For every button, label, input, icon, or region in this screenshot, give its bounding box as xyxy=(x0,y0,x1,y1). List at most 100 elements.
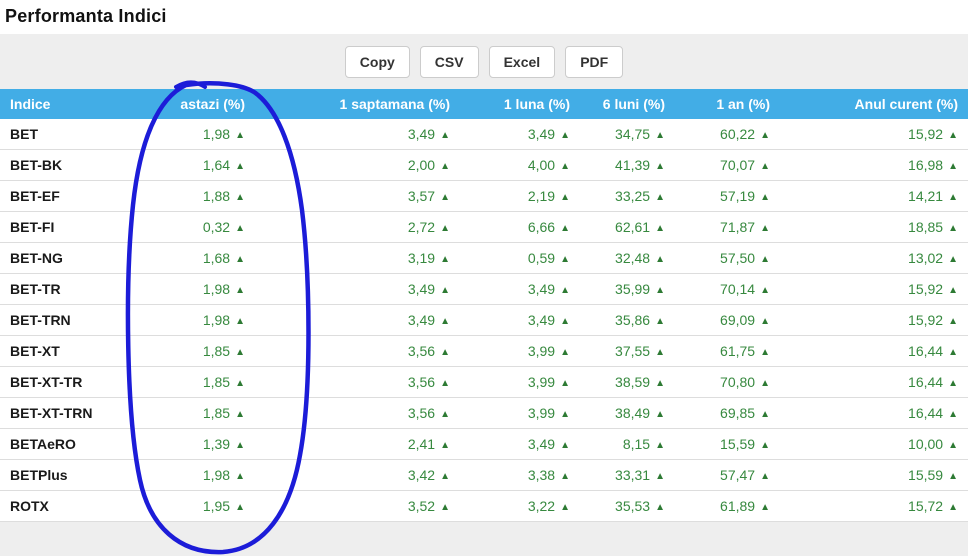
trend-up-icon: ▲ xyxy=(560,347,570,359)
trend-up-icon: ▲ xyxy=(760,223,770,235)
index-name: BET-FI xyxy=(0,211,150,244)
column-header-indice[interactable]: Indice xyxy=(0,89,150,120)
trend-up-icon: ▲ xyxy=(440,161,450,173)
value-6-luni: 33,31 ▲ xyxy=(580,459,675,492)
column-header-1-an[interactable]: 1 an (%) xyxy=(675,89,780,120)
value-6-luni: 62,61 ▲ xyxy=(580,211,675,244)
value-anul-curent: 16,98 ▲ xyxy=(780,149,968,182)
value-anul-curent: 16,44 ▲ xyxy=(780,397,968,430)
index-name: BET-TRN xyxy=(0,304,150,337)
value-1-saptamana: 3,49 ▲ xyxy=(255,304,460,337)
value-1-luna: 3,49 ▲ xyxy=(460,119,580,151)
trend-up-icon: ▲ xyxy=(948,285,958,297)
index-name: BET-BK xyxy=(0,149,150,182)
trend-up-icon: ▲ xyxy=(760,502,770,514)
trend-up-icon: ▲ xyxy=(655,378,665,390)
trend-up-icon: ▲ xyxy=(560,378,570,390)
column-header-anul-curent[interactable]: Anul curent (%) xyxy=(780,89,968,120)
trend-up-icon: ▲ xyxy=(760,130,770,142)
trend-up-icon: ▲ xyxy=(440,285,450,297)
trend-up-icon: ▲ xyxy=(560,192,570,204)
value-astazi: 1,98 ▲ xyxy=(150,119,255,151)
table-row: BET-BK 1,64 ▲ 2,00 ▲ 4,00 ▲ 41,39 ▲ 70,07 ▲ 1… xyxy=(0,149,968,182)
trend-up-icon: ▲ xyxy=(440,254,450,266)
trend-up-icon: ▲ xyxy=(655,254,665,266)
trend-up-icon: ▲ xyxy=(560,502,570,514)
value-anul-curent: 10,00 ▲ xyxy=(780,428,968,461)
trend-up-icon: ▲ xyxy=(440,223,450,235)
value-anul-curent: 15,92 ▲ xyxy=(780,119,968,151)
index-name: BETAeRO xyxy=(0,428,150,461)
value-1-saptamana: 2,72 ▲ xyxy=(255,211,460,244)
trend-up-icon: ▲ xyxy=(948,254,958,266)
value-1-saptamana: 3,57 ▲ xyxy=(255,180,460,213)
value-1-an: 71,87 ▲ xyxy=(675,211,780,244)
value-1-an: 57,50 ▲ xyxy=(675,242,780,275)
trend-up-icon: ▲ xyxy=(760,285,770,297)
trend-up-icon: ▲ xyxy=(235,316,245,328)
index-performance-table: Indice astazi (%) 1 saptamana (%) 1 luna… xyxy=(0,89,968,523)
value-anul-curent: 15,92 ▲ xyxy=(780,304,968,337)
trend-up-icon: ▲ xyxy=(560,130,570,142)
trend-up-icon: ▲ xyxy=(235,223,245,235)
value-astazi: 1,68 ▲ xyxy=(150,242,255,275)
excel-button[interactable]: Excel xyxy=(488,46,556,79)
value-6-luni: 38,49 ▲ xyxy=(580,397,675,430)
trend-up-icon: ▲ xyxy=(235,440,245,452)
column-header-6-luni[interactable]: 6 luni (%) xyxy=(580,89,675,120)
value-6-luni: 37,55 ▲ xyxy=(580,335,675,368)
trend-up-icon: ▲ xyxy=(760,192,770,204)
value-1-an: 61,75 ▲ xyxy=(675,335,780,368)
index-name: BET-XT xyxy=(0,335,150,368)
value-anul-curent: 18,85 ▲ xyxy=(780,211,968,244)
value-1-saptamana: 2,00 ▲ xyxy=(255,149,460,182)
value-1-saptamana: 3,42 ▲ xyxy=(255,459,460,492)
trend-up-icon: ▲ xyxy=(760,409,770,421)
trend-up-icon: ▲ xyxy=(560,471,570,483)
value-6-luni: 38,59 ▲ xyxy=(580,366,675,399)
column-header-astazi[interactable]: astazi (%) xyxy=(150,89,255,120)
value-6-luni: 32,48 ▲ xyxy=(580,242,675,275)
table-row: BETPlus 1,98 ▲ 3,42 ▲ 3,38 ▲ 33,31 ▲ 57,47 ▲ … xyxy=(0,459,968,492)
trend-up-icon: ▲ xyxy=(440,347,450,359)
trend-up-icon: ▲ xyxy=(440,192,450,204)
value-1-saptamana: 3,49 ▲ xyxy=(255,273,460,306)
trend-up-icon: ▲ xyxy=(560,223,570,235)
index-name: BET-XT-TRN xyxy=(0,397,150,430)
index-name: BET-XT-TR xyxy=(0,366,150,399)
trend-up-icon: ▲ xyxy=(655,161,665,173)
csv-button[interactable]: CSV xyxy=(419,46,479,79)
value-1-saptamana: 3,19 ▲ xyxy=(255,242,460,275)
trend-up-icon: ▲ xyxy=(948,440,958,452)
column-header-1-luna[interactable]: 1 luna (%) xyxy=(460,89,580,120)
trend-up-icon: ▲ xyxy=(655,192,665,204)
trend-up-icon: ▲ xyxy=(948,502,958,514)
trend-up-icon: ▲ xyxy=(948,378,958,390)
trend-up-icon: ▲ xyxy=(235,285,245,297)
value-1-an: 57,47 ▲ xyxy=(675,459,780,492)
value-1-luna: 3,99 ▲ xyxy=(460,335,580,368)
trend-up-icon: ▲ xyxy=(655,347,665,359)
trend-up-icon: ▲ xyxy=(760,347,770,359)
trend-up-icon: ▲ xyxy=(560,285,570,297)
value-1-luna: 3,49 ▲ xyxy=(460,273,580,306)
column-header-1-saptamana[interactable]: 1 saptamana (%) xyxy=(255,89,460,120)
value-1-saptamana: 3,49 ▲ xyxy=(255,119,460,151)
trend-up-icon: ▲ xyxy=(235,130,245,142)
trend-up-icon: ▲ xyxy=(760,161,770,173)
value-1-luna: 3,22 ▲ xyxy=(460,490,580,523)
trend-up-icon: ▲ xyxy=(235,409,245,421)
trend-up-icon: ▲ xyxy=(760,471,770,483)
value-1-an: 70,07 ▲ xyxy=(675,149,780,182)
pdf-button[interactable]: PDF xyxy=(565,46,624,79)
export-toolbar: Copy CSV Excel PDF xyxy=(0,34,968,89)
index-name: ROTX xyxy=(0,490,150,523)
value-1-luna: 4,00 ▲ xyxy=(460,149,580,182)
trend-up-icon: ▲ xyxy=(440,378,450,390)
value-anul-curent: 16,44 ▲ xyxy=(780,366,968,399)
trend-up-icon: ▲ xyxy=(655,471,665,483)
table-row: BET-XT-TRN 1,85 ▲ 3,56 ▲ 3,99 ▲ 38,49 ▲ 69,8… xyxy=(0,397,968,430)
copy-button[interactable]: Copy xyxy=(344,46,410,79)
value-astazi: 0,32 ▲ xyxy=(150,211,255,244)
value-anul-curent: 16,44 ▲ xyxy=(780,335,968,368)
